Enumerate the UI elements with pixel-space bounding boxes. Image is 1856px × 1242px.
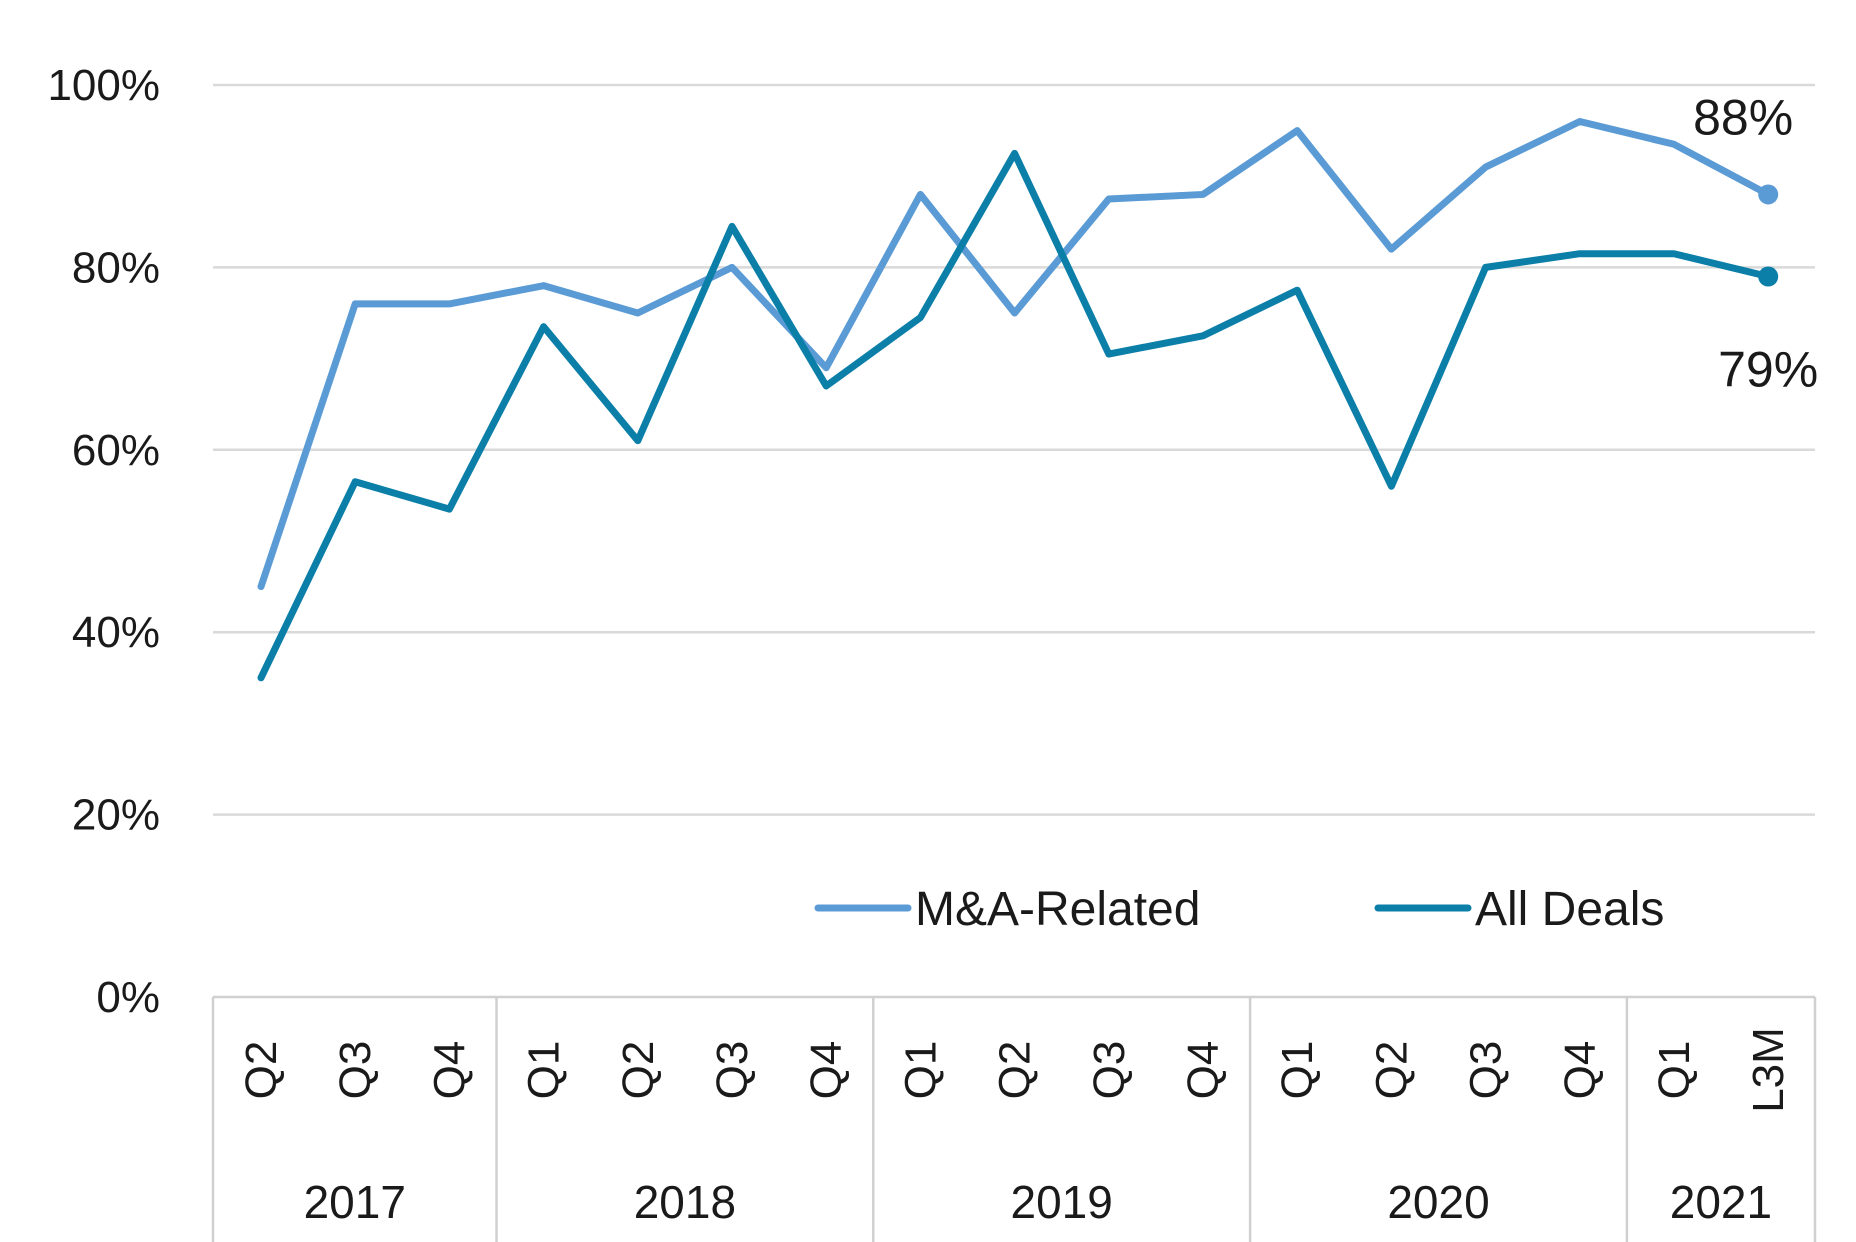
- end-labels: 88% 79%: [1693, 89, 1818, 397]
- data-point: [1758, 184, 1779, 205]
- x-tick-label: Q3: [708, 1041, 757, 1100]
- x-axis: Q2 Q3 Q4 Q1 Q2 Q3 Q4 Q1 Q2 Q3 Q4 Q1 Q2 Q3 Q4 Q1 L3M 2017 2…: [211, 995, 1817, 1242]
- series-line-all-deals: [257, 149, 1772, 682]
- x-tick-label: Q4: [1179, 1041, 1228, 1100]
- x-tick-label: L3M: [1744, 1027, 1793, 1113]
- x-tick-label: Q1: [1650, 1041, 1699, 1100]
- x-tick-label: Q2: [1367, 1041, 1416, 1100]
- x-tick-label: Q4: [1556, 1041, 1605, 1100]
- year-label: 2020: [1387, 1176, 1489, 1228]
- gridlines: [213, 83, 1815, 816]
- x-tick-label: Q2: [991, 1041, 1040, 1100]
- x-tick-label: Q2: [237, 1041, 286, 1100]
- y-axis: 0% 20% 40% 60% 80% 100%: [47, 61, 160, 1022]
- end-value-label: 79%: [1718, 342, 1818, 398]
- legend: M&A-Related All Deals: [814, 883, 1664, 936]
- x-tick-label: Q4: [425, 1041, 474, 1100]
- x-tick-label: Q1: [1273, 1041, 1322, 1100]
- y-tick-label: 0%: [96, 973, 160, 1022]
- x-tick-label: Q4: [802, 1041, 851, 1100]
- x-tick-label: Q1: [520, 1041, 569, 1100]
- y-tick-label: 40%: [72, 608, 160, 657]
- x-tick-label: Q1: [896, 1041, 945, 1100]
- y-tick-label: 80%: [72, 243, 160, 292]
- legend-label: All Deals: [1475, 883, 1664, 936]
- year-label: 2021: [1670, 1176, 1772, 1228]
- series-line-ma-related: [257, 117, 1772, 591]
- data-point: [1758, 266, 1779, 287]
- x-tick-label: Q2: [614, 1041, 663, 1100]
- y-tick-label: 60%: [72, 426, 160, 475]
- legend-label: M&A-Related: [915, 883, 1200, 936]
- series-lines: [257, 117, 1779, 682]
- y-tick-label: 100%: [47, 61, 160, 110]
- year-label: 2019: [1011, 1176, 1113, 1228]
- x-tick-label: Q3: [1085, 1041, 1134, 1100]
- year-label: 2017: [304, 1176, 406, 1228]
- end-value-label: 88%: [1693, 89, 1793, 145]
- y-tick-label: 20%: [72, 791, 160, 840]
- year-label: 2018: [634, 1176, 736, 1228]
- x-tick-label: Q3: [331, 1041, 380, 1100]
- x-tick-label: Q3: [1462, 1041, 1511, 1100]
